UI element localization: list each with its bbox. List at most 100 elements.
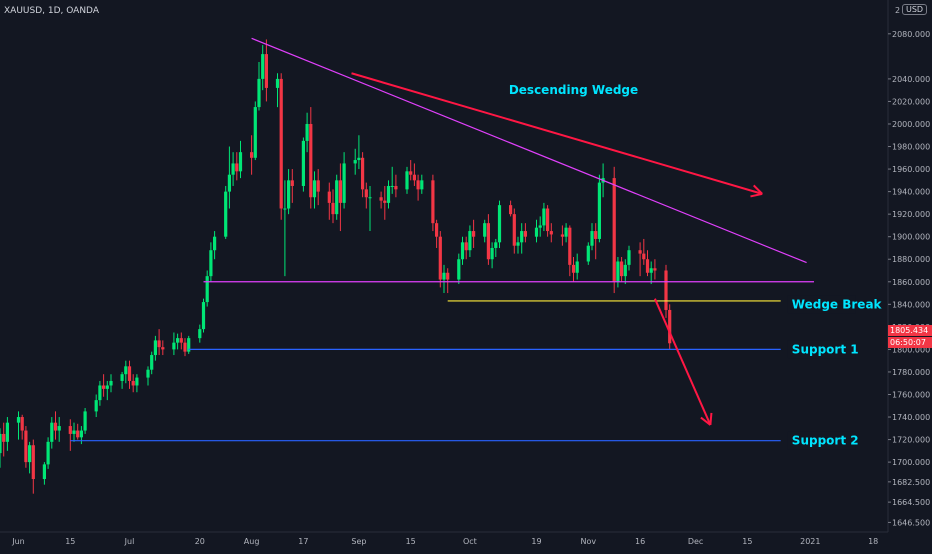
candle-body [442, 272, 446, 280]
time-tick-label: Dec [688, 537, 703, 546]
candle [76, 423, 80, 440]
wedge-direction-arrow-head-1 [750, 192, 763, 198]
support-2-label: Support 2 [792, 434, 859, 448]
candle-body [509, 205, 513, 215]
candle-body [20, 417, 24, 431]
candle-body [153, 340, 157, 356]
candle [460, 236, 465, 265]
time-tick-label: 15 [65, 537, 75, 546]
candle [179, 332, 183, 350]
candle-body [42, 464, 46, 480]
candle [534, 219, 539, 243]
candle-body [546, 208, 550, 232]
candle [642, 238, 646, 265]
candle [287, 169, 291, 215]
time-tick-label: 20 [195, 537, 205, 546]
candle [46, 437, 50, 469]
candle [431, 174, 435, 232]
annotations-layer: Descending Wedge Wedge Break Support 1 Supp… [509, 83, 883, 450]
price-tick-label: 1700.000 [892, 458, 930, 467]
candle [342, 152, 346, 209]
candle-body [571, 264, 576, 273]
candle-body [586, 245, 590, 262]
candle [468, 225, 472, 257]
candle [368, 185, 372, 232]
candle [157, 329, 161, 356]
candle-body [472, 231, 476, 237]
candle-body [98, 385, 102, 401]
time-tick-label: 17 [298, 537, 308, 546]
time-tick-label: 15 [406, 537, 416, 546]
symbol-title[interactable]: XAUUSD, 1D, OANDA [4, 6, 99, 16]
candle [279, 73, 283, 220]
candle-body [490, 247, 494, 260]
candle-body [353, 160, 357, 164]
candle [523, 223, 527, 243]
price-tick-label: 1880.000 [892, 255, 930, 264]
candle [209, 242, 213, 282]
candle [146, 366, 150, 386]
candle [335, 174, 339, 220]
candle-body [494, 242, 498, 248]
candle [0, 428, 2, 468]
candle [564, 223, 568, 243]
candle [472, 219, 476, 248]
candle-body [379, 197, 383, 201]
candle [483, 219, 487, 243]
candle [379, 191, 383, 209]
candle-body [560, 234, 564, 237]
candle-body [497, 205, 502, 243]
price-tick-label: 1760.000 [892, 390, 930, 399]
currency-badge[interactable]: USD [902, 4, 928, 15]
wedge-direction-arrow-shaft [351, 72, 763, 195]
candle [623, 259, 627, 285]
time-tick-label: 19 [531, 537, 541, 546]
candle [161, 340, 165, 356]
candle-body [390, 185, 394, 187]
wedge-break-label: Wedge Break [792, 297, 883, 311]
candle-body [335, 180, 339, 215]
candle [575, 253, 579, 280]
candle-body [131, 380, 135, 386]
candle [98, 380, 102, 406]
candle-body [309, 123, 313, 198]
candle-body [368, 197, 372, 199]
candle [390, 166, 394, 194]
last-price-tag: 1805.434 [888, 325, 932, 336]
time-tick-label: Sep [351, 537, 366, 546]
candle [198, 324, 202, 343]
candle [124, 360, 128, 384]
candle-body [446, 272, 450, 280]
candle [509, 200, 513, 217]
candle-body [135, 377, 139, 386]
wedge-upper-line [251, 37, 807, 264]
candle-body [150, 355, 154, 370]
time-tick-label: Jun [11, 537, 25, 546]
candle [438, 231, 442, 288]
candle [312, 171, 317, 209]
candle-body [275, 78, 280, 88]
candle-body [187, 338, 191, 352]
candle-body [253, 107, 257, 158]
candle-body [649, 268, 653, 273]
support-1-label: Support 1 [792, 342, 859, 356]
candle-body [183, 342, 187, 352]
candle [205, 270, 209, 307]
candle [275, 73, 280, 108]
candle [490, 242, 494, 269]
candle-body [68, 426, 72, 434]
candle-body [213, 236, 217, 251]
candle [486, 214, 490, 265]
candle [494, 238, 498, 257]
candle-body [468, 231, 472, 251]
candle [464, 236, 468, 260]
candle [653, 259, 657, 280]
candle-body [316, 180, 320, 192]
candle [357, 135, 361, 170]
candle-body [24, 430, 28, 463]
forecast-arrow-head-1 [700, 416, 712, 426]
candle [627, 245, 631, 271]
candle [542, 202, 546, 232]
